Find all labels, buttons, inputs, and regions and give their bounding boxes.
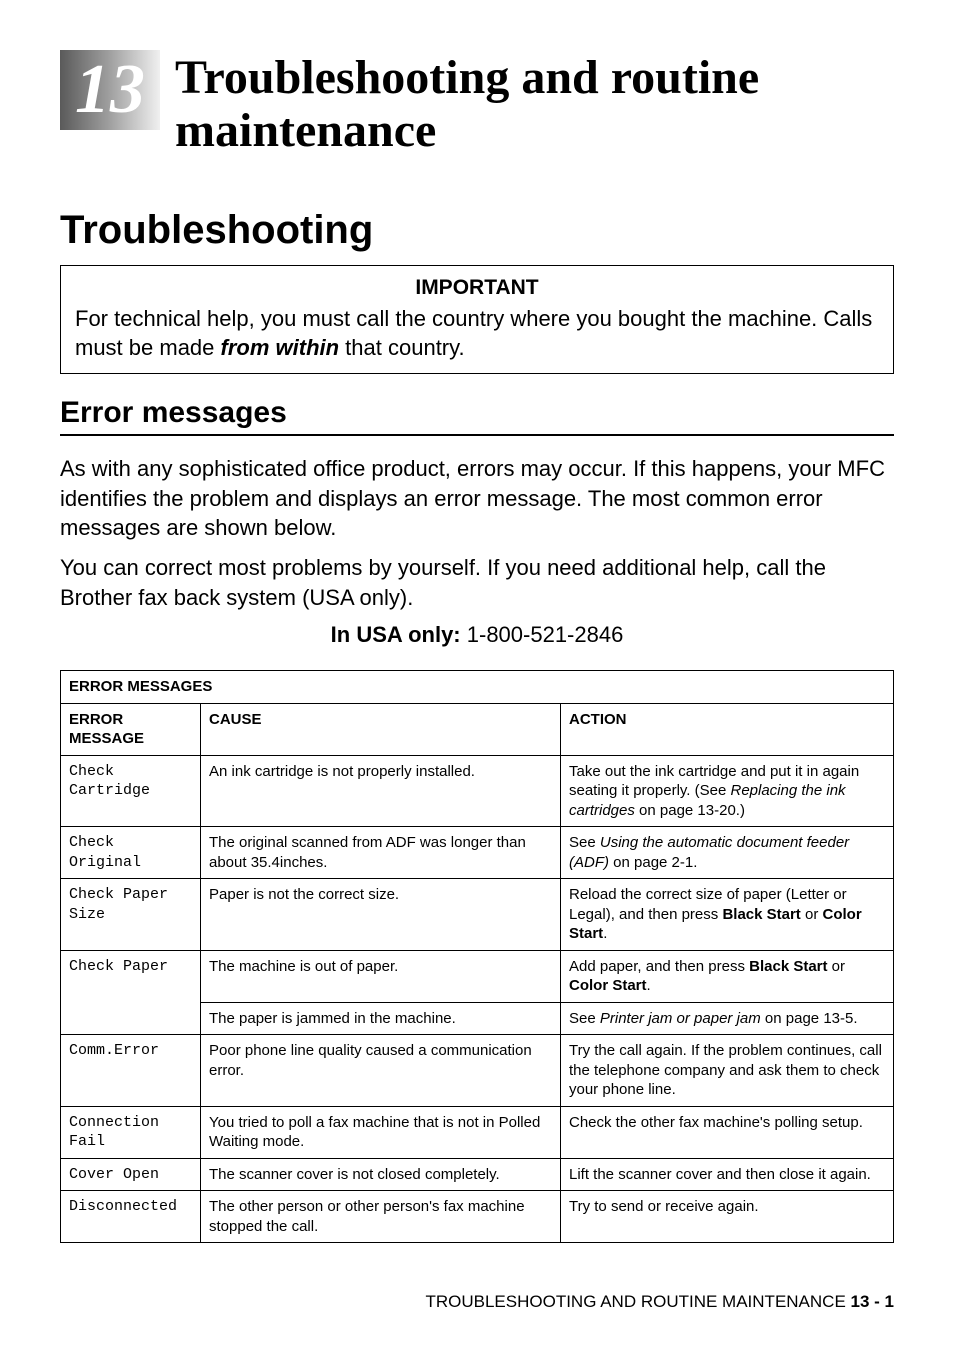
important-box: IMPORTANT For technical help, you must c… xyxy=(60,265,894,374)
cause-cell: The other person or other person's fax m… xyxy=(201,1191,561,1243)
msg-line1: Connection xyxy=(69,1114,159,1131)
cause-cell: Poor phone line quality caused a communi… xyxy=(201,1035,561,1107)
table-title: ERROR MESSAGES xyxy=(61,671,894,704)
chapter-number-box: 13 xyxy=(60,50,160,130)
action-ital: Printer jam or paper jam xyxy=(600,1010,761,1027)
table-header-row: ERROR MESSAGE CAUSE ACTION xyxy=(61,703,894,755)
table-row: Disconnected The other person or other p… xyxy=(61,1191,894,1243)
action-after: . xyxy=(647,977,651,994)
action-cell: See Printer jam or paper jam on page 13-… xyxy=(561,1002,894,1035)
footer-page: 13 - 1 xyxy=(851,1292,894,1311)
error-messages-table: ERROR MESSAGES ERROR MESSAGE CAUSE ACTIO… xyxy=(60,670,894,1243)
important-emph: from within xyxy=(221,335,340,360)
msg-line1: Check Paper xyxy=(69,886,168,903)
msg-line1: Check xyxy=(69,763,114,780)
msg-line1: Check Paper xyxy=(69,958,168,975)
action-cell: Add paper, and then press Black Start or… xyxy=(561,950,894,1002)
action-after: on page 13-20.) xyxy=(635,802,745,819)
msg-line2: Original xyxy=(69,854,141,871)
table-title-row: ERROR MESSAGES xyxy=(61,671,894,704)
table-row: Check Original The original scanned from… xyxy=(61,827,894,879)
chapter-title-line2: maintenance xyxy=(175,104,436,157)
error-message-cell: Cover Open xyxy=(61,1158,201,1191)
cause-cell: An ink cartridge is not properly install… xyxy=(201,755,561,827)
page-heading: Troubleshooting xyxy=(60,208,894,253)
action-bold2: Color Start xyxy=(569,977,647,994)
usa-number: 1-800-521-2846 xyxy=(461,622,624,647)
paragraph-2: You can correct most problems by yoursel… xyxy=(60,553,894,612)
action-after: . xyxy=(603,925,607,942)
cause-cell: Paper is not the correct size. xyxy=(201,879,561,951)
section-heading: Error messages xyxy=(60,396,894,436)
error-message-cell: Disconnected xyxy=(61,1191,201,1243)
action-before: See xyxy=(569,1010,600,1027)
cause-cell: You tried to poll a fax machine that is … xyxy=(201,1106,561,1158)
table-row: Cover Open The scanner cover is not clos… xyxy=(61,1158,894,1191)
chapter-header: 13 Troubleshooting and routine maintenan… xyxy=(60,50,894,158)
header-error-message: ERROR MESSAGE xyxy=(61,703,201,755)
header-action: ACTION xyxy=(561,703,894,755)
action-cell: See Using the automatic document feeder … xyxy=(561,827,894,879)
action-mid: or xyxy=(801,906,823,923)
action-after: on page 2-1. xyxy=(609,854,697,871)
msg-line1: Check xyxy=(69,834,114,851)
table-row: Check Paper The machine is out of paper.… xyxy=(61,950,894,1002)
page-footer: TROUBLESHOOTING AND ROUTINE MAINTENANCE … xyxy=(425,1292,894,1312)
footer-text: TROUBLESHOOTING AND ROUTINE MAINTENANCE xyxy=(425,1292,850,1311)
chapter-title-line1: Troubleshooting and routine xyxy=(175,51,759,104)
action-before: See xyxy=(569,834,600,851)
error-message-cell: Check Original xyxy=(61,827,201,879)
error-message-cell: Comm.Error xyxy=(61,1035,201,1107)
usa-label: In USA only: xyxy=(331,622,461,647)
important-label: IMPORTANT xyxy=(75,276,879,300)
action-cell: Take out the ink cartridge and put it in… xyxy=(561,755,894,827)
important-text: For technical help, you must call the co… xyxy=(75,304,879,363)
header-cause: CAUSE xyxy=(201,703,561,755)
cause-cell: The paper is jammed in the machine. xyxy=(201,1002,561,1035)
error-message-cell: Check Paper xyxy=(61,950,201,1035)
table-row: Check Cartridge An ink cartridge is not … xyxy=(61,755,894,827)
msg-line2: Fail xyxy=(69,1133,105,1150)
action-cell: Try the call again. If the problem conti… xyxy=(561,1035,894,1107)
cause-cell: The original scanned from ADF was longer… xyxy=(201,827,561,879)
error-message-cell: Check Paper Size xyxy=(61,879,201,951)
usa-only-line: In USA only: 1-800-521-2846 xyxy=(60,622,894,648)
action-mid: or xyxy=(828,958,846,975)
cause-cell: The scanner cover is not closed complete… xyxy=(201,1158,561,1191)
important-text-before: For technical help, you must call the co… xyxy=(75,306,872,361)
table-row: Check Paper Size Paper is not the correc… xyxy=(61,879,894,951)
error-message-cell: Check Cartridge xyxy=(61,755,201,827)
action-after: on page 13-5. xyxy=(761,1010,858,1027)
cause-cell: The machine is out of paper. xyxy=(201,950,561,1002)
action-before: Add paper, and then press xyxy=(569,958,749,975)
important-text-after: that country. xyxy=(339,335,465,360)
error-message-cell: Connection Fail xyxy=(61,1106,201,1158)
action-cell: Try to send or receive again. xyxy=(561,1191,894,1243)
paragraph-1: As with any sophisticated office product… xyxy=(60,454,894,543)
chapter-title: Troubleshooting and routine maintenance xyxy=(175,50,759,158)
action-cell: Reload the correct size of paper (Letter… xyxy=(561,879,894,951)
chapter-number: 13 xyxy=(75,50,145,130)
action-cell: Check the other fax machine's polling se… xyxy=(561,1106,894,1158)
msg-line2: Size xyxy=(69,906,105,923)
table-row: Connection Fail You tried to poll a fax … xyxy=(61,1106,894,1158)
action-cell: Lift the scanner cover and then close it… xyxy=(561,1158,894,1191)
table-row: Comm.Error Poor phone line quality cause… xyxy=(61,1035,894,1107)
action-bold1: Black Start xyxy=(722,906,800,923)
action-bold1: Black Start xyxy=(749,958,827,975)
msg-line2: Cartridge xyxy=(69,782,150,799)
